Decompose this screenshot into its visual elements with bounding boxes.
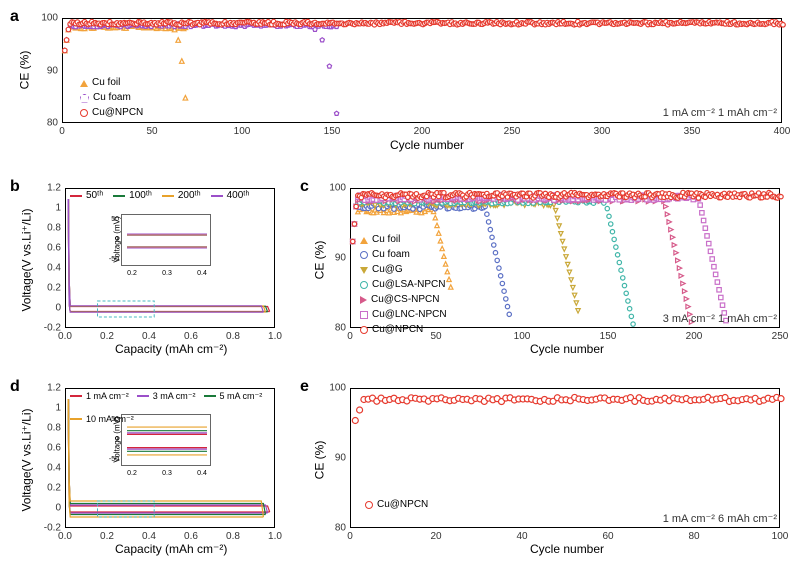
panel-a-legend: Cu foilCu foamCu@NPCN [80, 76, 143, 121]
panel-e-label: e [300, 378, 309, 396]
panel-c-legend: Cu foilCu foamCu@GCu@LSA-NPCNCu@CS-NPCNC… [360, 233, 447, 338]
panel-e-condition: 1 mA cm⁻² 6 mAh cm⁻² [663, 512, 777, 525]
panel-a: a CE (%) Cycle number 1 mA cm⁻² 1 mAh cm… [10, 8, 795, 163]
legend-item: Cu@NPCN [80, 106, 143, 120]
panel-b-ylabel: Voltage(V vs.Li⁺/Li) [20, 208, 34, 311]
panel-d-legend: 1 mA cm⁻² 3 mA cm⁻² 5 mA cm⁻² 10 mA cm⁻² [70, 389, 270, 427]
panel-e-xlabel: Cycle number [530, 542, 604, 556]
panel-b-inset-ylabel: Voltage (mV) [113, 216, 122, 262]
legend-text: 10 mA cm⁻² [86, 412, 134, 426]
legend-item: 200ᵗʰ [162, 189, 201, 203]
panel-c: c CE (%) Cycle number 3 mA cm⁻² 1 mAh cm… [300, 178, 795, 363]
legend-item: Cu@LSA-NPCN [360, 278, 447, 292]
svg-text:0.2: 0.2 [127, 270, 137, 277]
panel-c-xlabel: Cycle number [530, 342, 604, 356]
panel-c-label: c [300, 178, 309, 196]
legend-text: 50ᵗʰ [86, 189, 103, 203]
legend-text: Cu foam [372, 248, 410, 262]
legend-text: Cu foil [372, 233, 400, 247]
panel-b-xlabel: Capacity (mAh cm⁻²) [115, 342, 227, 356]
panel-b: b 500-500.20.30.4 Voltage (mV) Voltage(V… [10, 178, 285, 363]
legend-text: Cu@CS-NPCN [371, 293, 440, 307]
legend-item: Cu foil [360, 233, 447, 247]
panel-d-ylabel: Voltage(V vs.Li⁺/Li) [20, 408, 34, 511]
legend-item: 5 mA cm⁻² [204, 389, 263, 403]
svg-text:0.4: 0.4 [197, 470, 207, 477]
legend-item: Cu@LNC-NPCN [360, 308, 447, 322]
panel-e-legend: Cu@NPCN [365, 498, 428, 513]
legend-item: 10 mA cm⁻² [70, 412, 134, 426]
legend-text: Cu foam [93, 91, 131, 105]
legend-item: Cu foam [360, 248, 447, 262]
panel-a-label: a [10, 8, 19, 26]
legend-text: Cu@LSA-NPCN [372, 278, 446, 292]
legend-item: Cu foil [80, 76, 143, 90]
svg-text:0.3: 0.3 [162, 470, 172, 477]
legend-text: Cu@G [372, 263, 403, 277]
legend-text: Cu@LNC-NPCN [372, 308, 447, 322]
legend-item: 50ᵗʰ [70, 189, 103, 203]
legend-text: 5 mA cm⁻² [220, 389, 263, 403]
legend-item: Cu foam [80, 91, 143, 105]
svg-text:0.2: 0.2 [127, 470, 137, 477]
panel-d-label: d [10, 378, 20, 396]
legend-text: 1 mA cm⁻² [86, 389, 129, 403]
panel-a-condition: 1 mA cm⁻² 1 mAh cm⁻² [663, 106, 777, 119]
legend-item: 100ᵗʰ [113, 189, 152, 203]
legend-text: Cu@NPCN [377, 498, 428, 512]
panel-b-inset-svg: 500-500.20.30.4 [122, 215, 212, 267]
panel-b-label: b [10, 178, 20, 196]
legend-text: 100ᵗʰ [129, 189, 152, 203]
panel-c-condition: 3 mA cm⁻² 1 mAh cm⁻² [663, 312, 777, 325]
legend-text: Cu@NPCN [372, 323, 423, 337]
panel-b-plot: 500-500.20.30.4 Voltage (mV) [65, 188, 275, 328]
legend-item: Cu@CS-NPCN [360, 293, 447, 307]
legend-text: Cu@NPCN [92, 106, 143, 120]
panel-a-ylabel: CE (%) [17, 51, 31, 90]
legend-text: 3 mA cm⁻² [153, 389, 196, 403]
legend-text: Cu foil [92, 76, 120, 90]
panel-d: d 500-500.20.30.4 Voltage (mV) Voltage(V… [10, 378, 285, 563]
legend-item: Cu@G [360, 263, 447, 277]
panel-d-xlabel: Capacity (mAh cm⁻²) [115, 542, 227, 556]
legend-text: 400ᵗʰ [227, 189, 250, 203]
legend-item: 3 mA cm⁻² [137, 389, 196, 403]
svg-text:0.3: 0.3 [162, 270, 172, 277]
legend-item: 1 mA cm⁻² [70, 389, 129, 403]
panel-a-xlabel: Cycle number [390, 138, 464, 152]
svg-text:0.4: 0.4 [197, 270, 207, 277]
panel-b-inset: 500-500.20.30.4 Voltage (mV) [121, 214, 211, 266]
legend-item: Cu@NPCN [365, 498, 428, 512]
legend-text: 200ᵗʰ [178, 189, 201, 203]
panel-b-legend: 50ᵗʰ 100ᵗʰ 200ᵗʰ 400ᵗʰ [70, 189, 270, 204]
panel-e: e CE (%) Cycle number 1 mA cm⁻² 6 mAh cm… [300, 378, 795, 563]
legend-item: 400ᵗʰ [211, 189, 250, 203]
